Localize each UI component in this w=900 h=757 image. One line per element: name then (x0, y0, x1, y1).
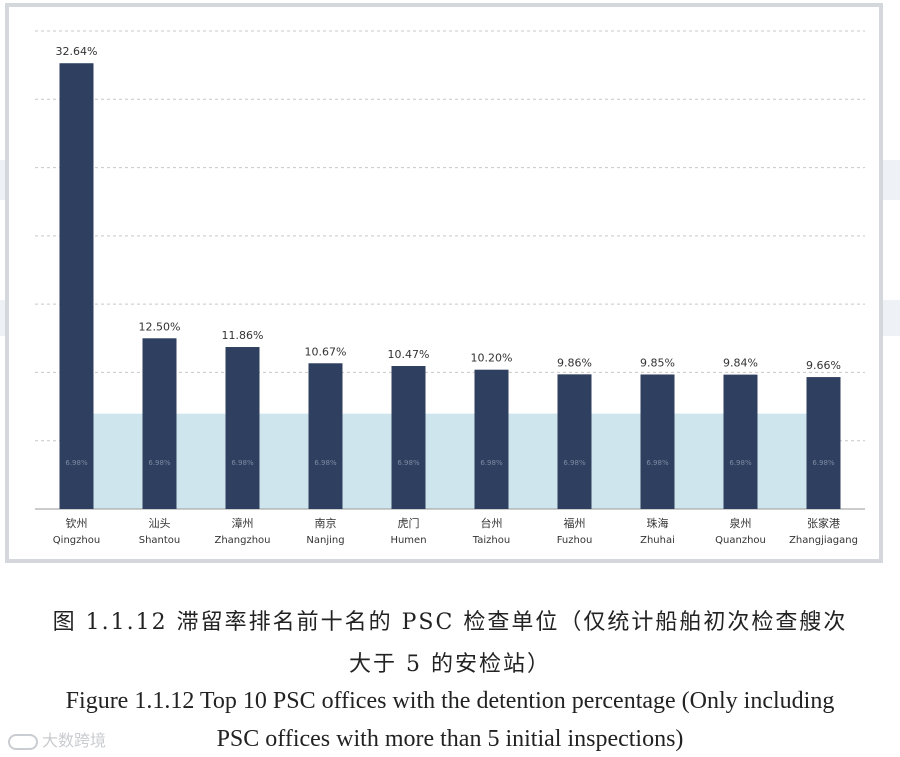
data-label: 9.85% (640, 356, 675, 369)
bar (59, 63, 94, 509)
caption-cn-line2: 大于 5 的安检站） (349, 652, 551, 677)
average-label: 6.98% (231, 459, 254, 467)
bar (142, 338, 177, 509)
average-label: 6.98% (563, 459, 586, 467)
average-label: 6.98% (646, 459, 669, 467)
tick-label-en: Zhangjiagang (789, 535, 858, 546)
average-area (76, 413, 824, 509)
bar-chart: 32.64% 6.98% 钦州 Qingzhou 12.50% 6.98% 汕头 Shanto… (35, 30, 865, 546)
average-label: 6.98% (148, 459, 171, 467)
watermark-text: 大数跨境 (42, 731, 107, 750)
tick-label-cn: 张家港 (807, 516, 840, 530)
tick-label-cn: 泉州 (730, 516, 752, 530)
tick-label-en: Qingzhou (53, 535, 100, 546)
caption-cn-line1: 图 1.1.12 滞留率排名前十名的 PSC 检查单位（仅统计船舶初次检查艘次 (52, 610, 848, 635)
tick-label-en: Quanzhou (715, 535, 766, 546)
watermark-logo-icon (8, 733, 38, 750)
bar (557, 374, 592, 509)
tick-label-en: Taizhou (472, 535, 510, 546)
average-label: 6.98% (480, 459, 503, 467)
data-label: 9.86% (557, 356, 592, 369)
average-label: 6.98% (65, 459, 88, 467)
tick-label-cn: 汕头 (149, 517, 171, 530)
data-label: 11.86% (222, 329, 264, 342)
caption-en-line2: PSC offices with more than 5 initial ins… (216, 726, 684, 752)
tick-label-cn: 珠海 (647, 516, 669, 530)
data-label: 9.66% (806, 359, 841, 372)
tick-label-cn: 福州 (564, 516, 586, 530)
data-label: 9.84% (723, 357, 758, 370)
tick-label-en: Humen (390, 535, 426, 546)
tick-label-cn: 漳州 (232, 516, 254, 530)
data-label: 32.64% (56, 45, 98, 58)
average-label: 6.98% (314, 459, 337, 467)
bar (391, 366, 426, 509)
caption-en-line1: Figure 1.1.12 Top 10 PSC offices with th… (65, 688, 835, 714)
bar (723, 374, 758, 509)
tick-label-en: Fuzhou (557, 535, 593, 546)
data-label: 12.50% (139, 320, 181, 333)
watermark: 大数跨境 (8, 727, 106, 751)
data-label: 10.47% (388, 348, 430, 361)
chart-frame: 32.64% 6.98% 钦州 Qingzhou 12.50% 6.98% 汕头 Shanto… (5, 3, 883, 563)
bar (806, 377, 841, 509)
tick-label-cn: 钦州 (66, 517, 88, 530)
average-label: 6.98% (812, 459, 835, 467)
tick-label-en: Nanjing (306, 535, 344, 546)
bar (308, 363, 343, 509)
tick-label-en: Shantou (139, 535, 181, 546)
data-label: 10.67% (305, 345, 347, 358)
bar (640, 374, 675, 509)
average-label: 6.98% (397, 459, 420, 467)
tick-label-cn: 南京 (315, 516, 337, 530)
tick-label-en: Zhuhai (640, 535, 675, 546)
average-label: 6.98% (729, 459, 752, 467)
bar (474, 369, 509, 509)
tick-label-cn: 台州 (481, 516, 503, 530)
tick-label-cn: 虎门 (398, 516, 420, 530)
data-label: 10.20% (471, 352, 513, 365)
bar (225, 347, 260, 509)
tick-label-en: Zhangzhou (214, 535, 270, 546)
